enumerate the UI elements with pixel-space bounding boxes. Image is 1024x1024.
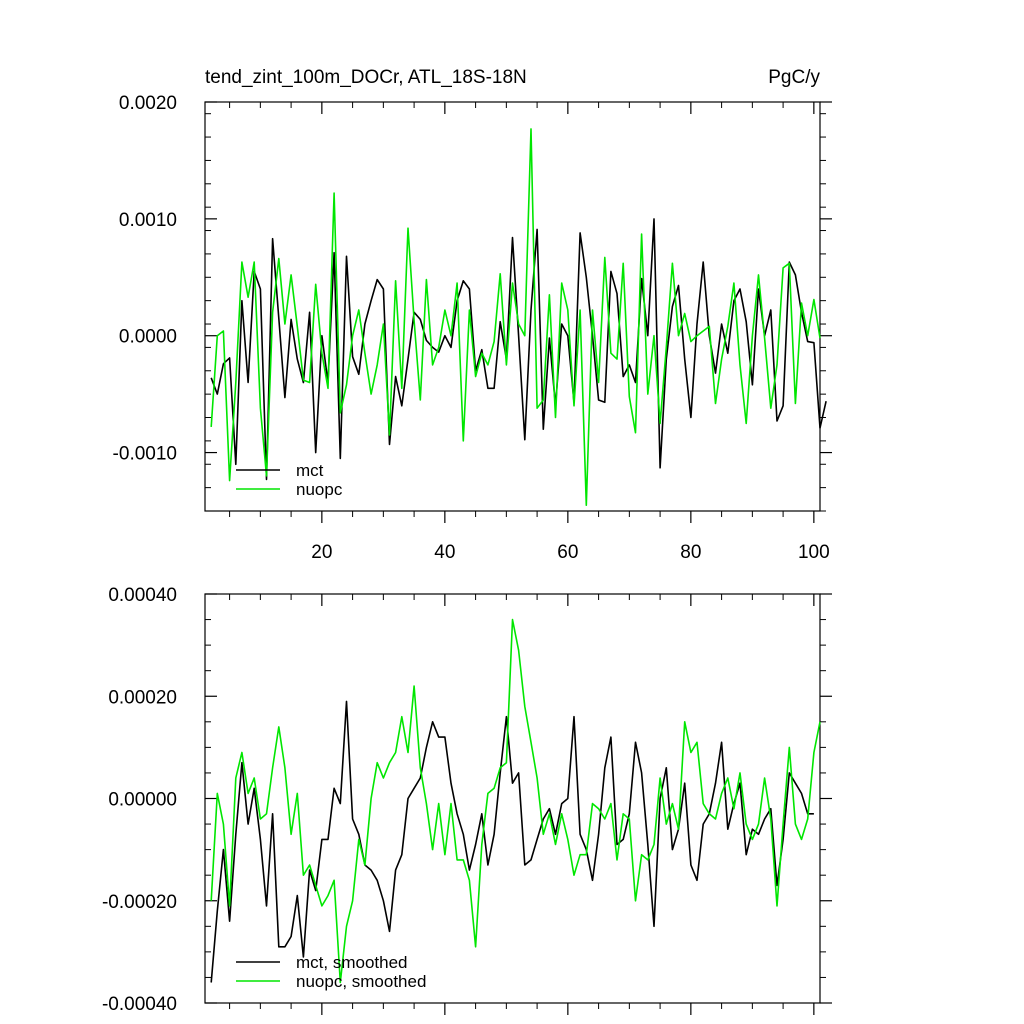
bottom-series-nuopc-line	[210, 618, 821, 984]
bottom-y-tick-label: 0.00020	[108, 687, 177, 708]
top-series-mct-line	[210, 218, 827, 481]
top-x-tick-label: 80	[680, 542, 701, 563]
bottom-series-mct-line	[210, 700, 814, 983]
top-legend-label: mct	[296, 461, 324, 480]
top-series-nuopc-line	[210, 128, 821, 507]
bottom-y-tick-label: -0.00040	[102, 994, 177, 1015]
bottom-y-tick-label: 0.00000	[108, 790, 177, 811]
bottom-y-tick-label: 0.00040	[108, 585, 177, 606]
top-x-tick-label: 100	[798, 542, 830, 563]
top-legend-label: nuopc	[296, 480, 343, 499]
top-panel: tend_zint_100m_DOCr, ATL_18S-18N PgC/y 2…	[113, 67, 832, 563]
top-x-tick-label: 20	[311, 542, 332, 563]
top-plot-frame	[204, 101, 821, 512]
bottom-panel: -0.00040 -0.00020 0.00000 0.00020 0.00040 mct…	[102, 585, 832, 1015]
bottom-y-tick-label: -0.00020	[102, 892, 177, 913]
top-y-tick-label: -0.0010	[113, 444, 177, 465]
bottom-legend-label: mct, smoothed	[296, 953, 408, 972]
top-chart-title: tend_zint_100m_DOCr, ATL_18S-18N	[205, 67, 527, 88]
top-chart-units: PgC/y	[768, 67, 820, 88]
top-y-tick-label: 0.0000	[119, 327, 177, 348]
bottom-legend-label: nuopc, smoothed	[296, 972, 426, 991]
top-y-tick-label: 0.0020	[119, 93, 177, 114]
top-x-tick-label: 40	[434, 542, 455, 563]
top-y-tick-label: 0.0010	[119, 210, 177, 231]
top-x-tick-label: 60	[557, 542, 578, 563]
